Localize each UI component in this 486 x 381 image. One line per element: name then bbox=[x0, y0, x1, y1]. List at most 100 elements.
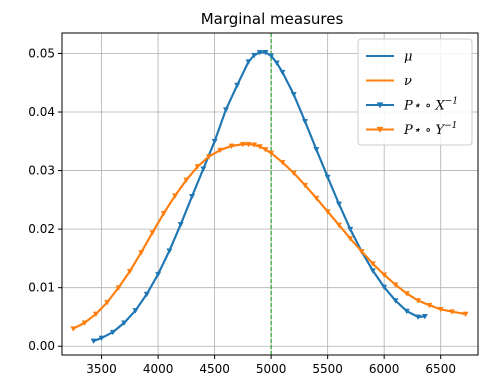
series-4-line bbox=[72, 143, 466, 330]
series-4-point bbox=[381, 272, 388, 278]
x-tick-label: 4000 bbox=[143, 362, 174, 376]
series-3-point bbox=[251, 52, 258, 59]
series-3-point bbox=[166, 248, 173, 254]
series-3-point bbox=[392, 298, 399, 304]
series-3-point bbox=[302, 119, 309, 125]
x-tick-label: 5000 bbox=[256, 362, 287, 376]
series-4-point bbox=[437, 307, 444, 313]
x-tick-label: 4500 bbox=[199, 362, 230, 376]
y-tick-label: 0.00 bbox=[28, 339, 55, 353]
legend-swatch-marker bbox=[376, 126, 384, 134]
x-tick-label: 3500 bbox=[86, 362, 117, 376]
series-4-point bbox=[194, 164, 201, 170]
series-3-point bbox=[222, 107, 229, 113]
series-3-point bbox=[211, 138, 218, 145]
x-tick-label: 6500 bbox=[425, 362, 456, 376]
series-3-point bbox=[98, 335, 105, 342]
legend-label: P⋆ ∘ Y−1 bbox=[403, 121, 457, 138]
series-3-point bbox=[188, 194, 196, 200]
series-3-point bbox=[90, 338, 97, 345]
series-3-point bbox=[273, 60, 280, 66]
series-4-point bbox=[239, 141, 246, 148]
series-4-point bbox=[403, 291, 410, 297]
series-3-point bbox=[200, 166, 207, 172]
series-3-point bbox=[381, 284, 388, 291]
series-3-point bbox=[234, 82, 241, 89]
series-3-point bbox=[290, 92, 297, 98]
series-4-point bbox=[217, 147, 224, 154]
chart-title: Marginal measures bbox=[201, 10, 344, 28]
series-4-point bbox=[448, 309, 456, 315]
series-4-point bbox=[81, 320, 88, 326]
series-3-point bbox=[313, 147, 320, 153]
series-4-point bbox=[160, 210, 167, 217]
series-4-point bbox=[426, 302, 433, 309]
series-4-point bbox=[70, 326, 77, 332]
y-tick-label: 0.05 bbox=[28, 46, 55, 60]
series-4-point bbox=[462, 311, 469, 318]
x-tick-label: 5500 bbox=[312, 362, 343, 376]
series-4-point bbox=[358, 249, 365, 255]
series-3-point bbox=[324, 174, 331, 181]
series-4-point bbox=[92, 311, 99, 318]
series-layer bbox=[70, 49, 469, 345]
series-4-point bbox=[268, 150, 275, 157]
series-3-point bbox=[245, 59, 252, 65]
series-4-point bbox=[313, 195, 320, 202]
series-4-point bbox=[415, 298, 422, 304]
series-4-point bbox=[262, 147, 269, 153]
legend-item-1: μ bbox=[366, 50, 412, 65]
series-3 bbox=[90, 49, 428, 345]
series-2 bbox=[72, 143, 466, 330]
series-4-point bbox=[302, 182, 309, 189]
series-4 bbox=[70, 141, 469, 332]
series-4-point bbox=[251, 142, 258, 148]
series-4-point bbox=[290, 170, 297, 177]
series-4-point bbox=[205, 154, 212, 160]
y-tick-label: 0.02 bbox=[28, 222, 55, 236]
series-3-point bbox=[347, 226, 354, 233]
series-4-point bbox=[392, 282, 399, 288]
series-2-line bbox=[72, 143, 466, 330]
series-4-point bbox=[228, 143, 235, 150]
series-4-point bbox=[104, 299, 111, 306]
series-4-point bbox=[115, 285, 122, 291]
series-4-point bbox=[335, 222, 342, 229]
axis-ticks: 3500 4000 4500 5000 5500 6000 6500 0.00 0.01 0.02… bbox=[28, 46, 456, 376]
plot-frame bbox=[61, 32, 479, 356]
x-tick-label: 6000 bbox=[369, 362, 400, 376]
series-3-point bbox=[155, 271, 162, 278]
series-3-point bbox=[415, 314, 422, 321]
legend-swatch-marker bbox=[376, 102, 384, 109]
series-3-point bbox=[335, 201, 342, 208]
legend-item-2: ν bbox=[366, 74, 412, 89]
legend-label: μ bbox=[404, 50, 412, 65]
series-3-point bbox=[177, 222, 184, 228]
series-4-point bbox=[279, 160, 286, 166]
series-4-point bbox=[369, 261, 376, 267]
series-3-point bbox=[121, 320, 128, 326]
series-4-point bbox=[172, 193, 179, 199]
series-3-point bbox=[143, 291, 150, 298]
series-4-point bbox=[149, 230, 156, 236]
series-3-line bbox=[93, 51, 425, 342]
series-4-point bbox=[324, 209, 331, 215]
series-4-point bbox=[126, 268, 133, 275]
series-3-point bbox=[369, 268, 376, 274]
legend-label: ν bbox=[404, 74, 412, 89]
legend-item-3: P⋆ ∘ X−1 bbox=[366, 97, 458, 114]
legend: μν P⋆ ∘ X−1 P⋆ ∘ Y−1 bbox=[357, 38, 473, 146]
series-3-point bbox=[279, 69, 286, 76]
series-3-point bbox=[268, 53, 275, 59]
series-4-point bbox=[183, 177, 190, 184]
y-tick-label: 0.01 bbox=[28, 281, 55, 295]
series-3-point bbox=[132, 308, 139, 314]
series-3-point bbox=[109, 329, 116, 336]
y-tick-label: 0.03 bbox=[28, 164, 55, 178]
legend-item-4: P⋆ ∘ Y−1 bbox=[366, 121, 457, 138]
y-tick-label: 0.04 bbox=[28, 105, 55, 119]
series-3-point bbox=[262, 49, 269, 56]
series-3-point bbox=[421, 314, 428, 320]
legend-label: P⋆ ∘ X−1 bbox=[403, 97, 458, 114]
